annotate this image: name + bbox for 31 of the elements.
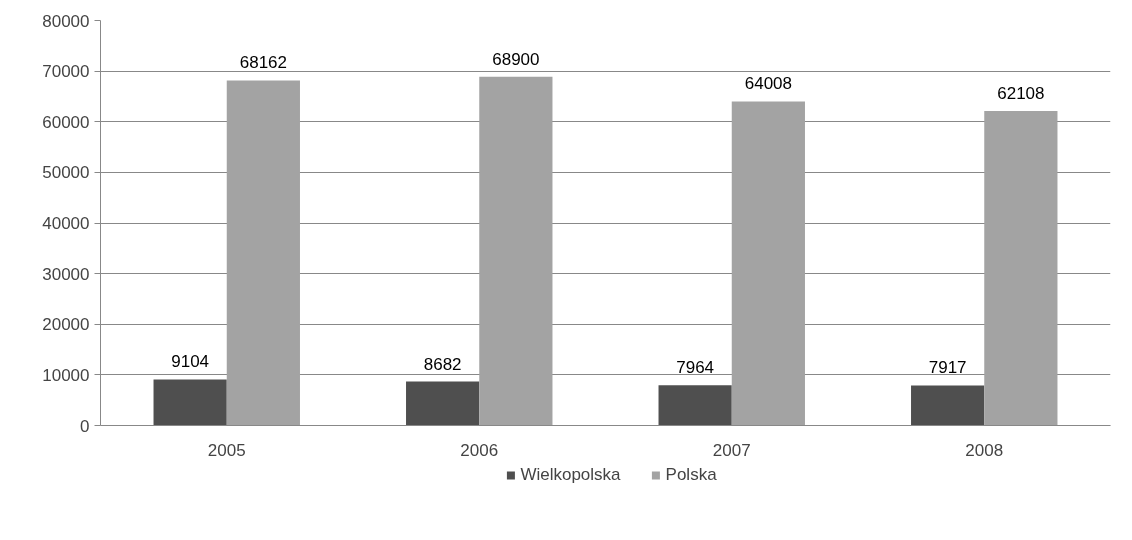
data-label: 8682	[423, 354, 462, 374]
y-tick-label: 60000	[42, 112, 90, 132]
bar	[911, 385, 985, 426]
data-label: 64008	[744, 74, 793, 94]
legend-label: Polska	[665, 465, 717, 485]
data-label: 7917	[928, 358, 967, 378]
bar	[226, 80, 300, 426]
x-tick-label: 2006	[460, 440, 499, 460]
y-tick-label: 40000	[42, 214, 90, 233]
x-tick-label: 2008	[965, 440, 1004, 460]
y-tick-label: 70000	[42, 62, 90, 82]
y-tick-label: 80000	[42, 11, 90, 31]
y-tick-label: 10000	[42, 365, 90, 385]
y-tick-label: 30000	[42, 264, 90, 284]
bar	[731, 101, 805, 426]
legend-label: Wielkopolska	[520, 465, 621, 485]
data-label: 9104	[171, 352, 210, 372]
data-label: 68162	[239, 53, 288, 73]
y-tick-label: 0	[80, 416, 90, 436]
bar	[984, 111, 1058, 426]
x-tick-label: 2007	[712, 440, 751, 460]
bar	[406, 381, 480, 426]
data-label: 68900	[492, 49, 540, 69]
data-label: 62108	[997, 84, 1045, 104]
bar	[479, 76, 553, 426]
x-tick-label: 2005	[207, 440, 246, 460]
y-tick-label: 20000	[42, 315, 90, 335]
data-label: 7964	[676, 358, 715, 378]
bar	[153, 379, 227, 426]
y-tick-label: 50000	[42, 163, 90, 183]
bar	[658, 385, 732, 426]
